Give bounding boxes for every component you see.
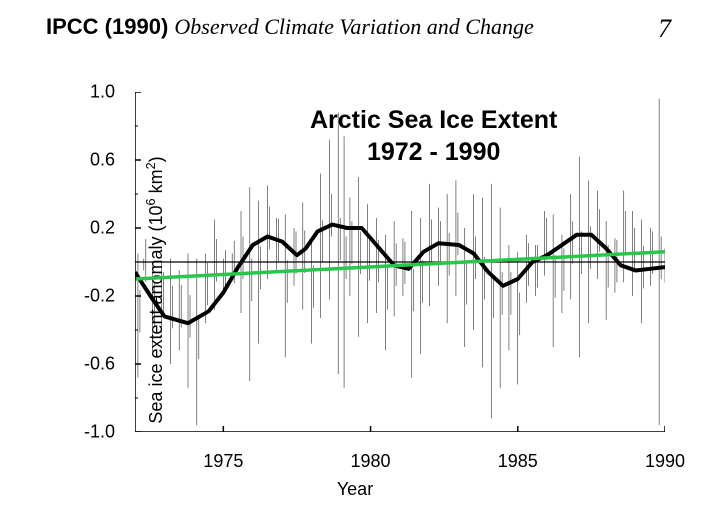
x-axis-label: Year (337, 479, 373, 500)
y-tick: -0.2 (84, 286, 115, 307)
section-number: 7 (658, 14, 671, 44)
report-title: Observed Climate Variation and Change (174, 14, 533, 39)
x-tick: 1980 (351, 451, 391, 472)
x-tick: 1975 (203, 451, 243, 472)
overlay-years: 1972 - 1990 (310, 137, 557, 167)
y-tick: -0.6 (84, 354, 115, 375)
x-tick: 1985 (498, 451, 538, 472)
chart-container: Sea ice extent anomaly (106 km2) Year -1… (30, 80, 680, 500)
report-source: IPCC (1990) (46, 14, 168, 39)
y-tick: 0.2 (90, 218, 115, 239)
overlay-title: Arctic Sea Ice Extent (310, 105, 557, 135)
x-tick: 1990 (645, 451, 685, 472)
figure-header: IPCC (1990) Observed Climate Variation a… (46, 14, 681, 40)
y-tick: 1.0 (90, 82, 115, 103)
y-tick: 0.6 (90, 150, 115, 171)
y-tick: -1.0 (84, 422, 115, 443)
chart-title-overlay: Arctic Sea Ice Extent 1972 - 1990 (310, 105, 557, 167)
